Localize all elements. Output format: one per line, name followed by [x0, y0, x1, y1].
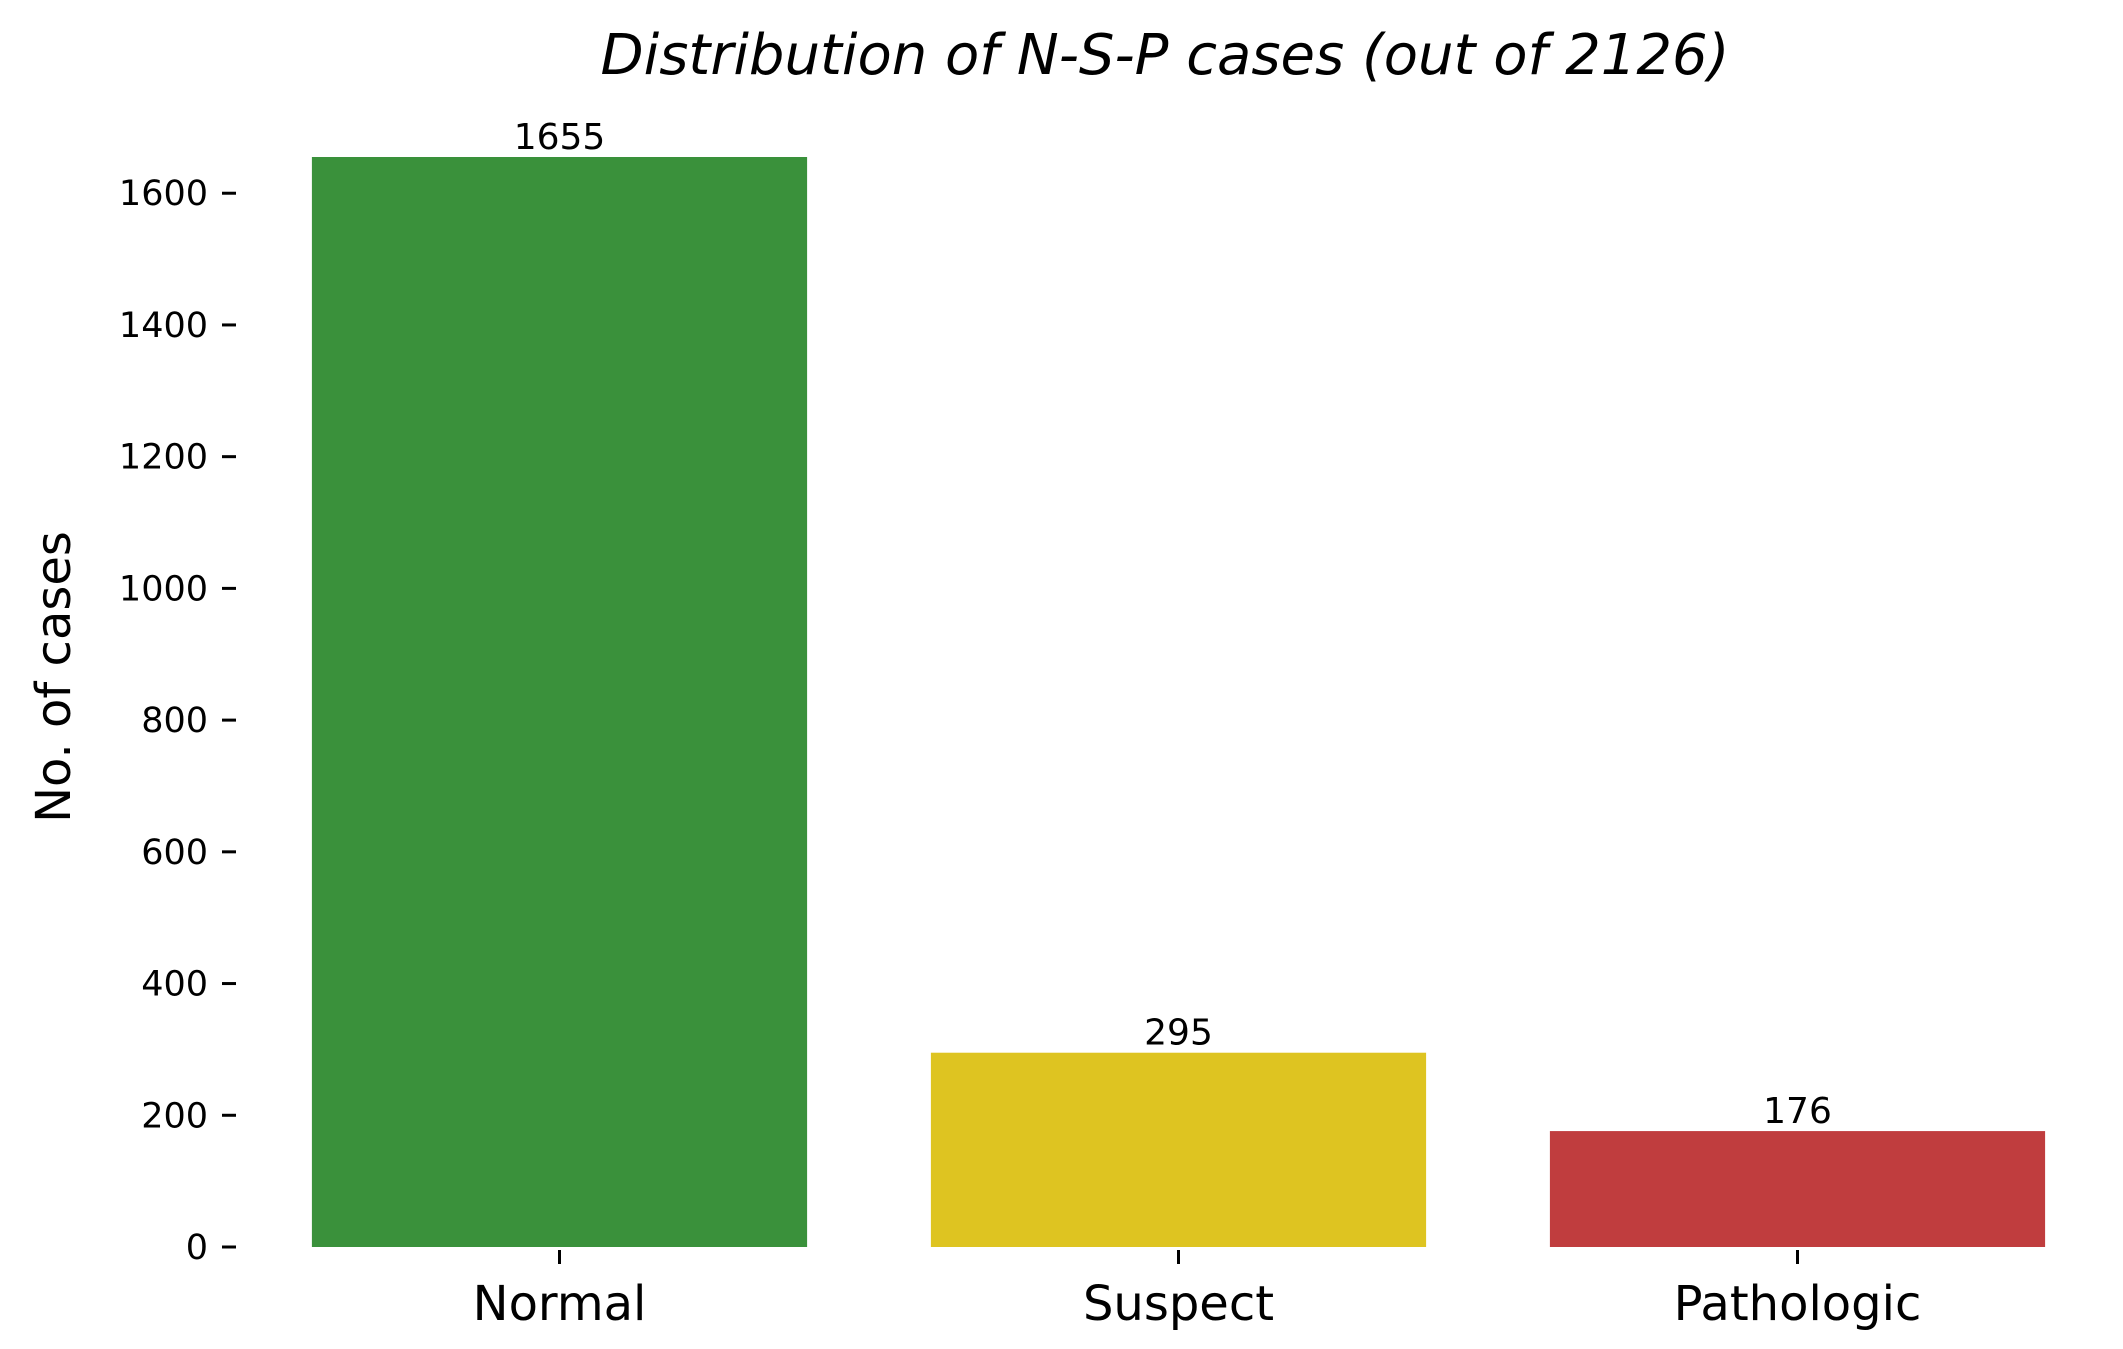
y-tick-label: 0 [186, 1228, 208, 1268]
y-tick-label: 1200 [119, 438, 208, 478]
y-axis-label: No. of cases [26, 531, 82, 823]
y-tick-label: 1600 [119, 174, 208, 214]
y-tick-label: 400 [141, 965, 208, 1005]
bar-value-label: 295 [1144, 1013, 1213, 1054]
chart-title: Distribution of N-S-P cases (out of 2126… [601, 23, 1730, 88]
bar-value-label: 1655 [514, 117, 606, 158]
y-tick-label: 600 [141, 833, 208, 873]
x-tick-label: Suspect [1083, 1276, 1274, 1332]
bar-value-label: 176 [1763, 1091, 1832, 1132]
bar-normal [311, 157, 808, 1247]
x-tick-label: Pathologic [1674, 1276, 1922, 1332]
bars-group [311, 157, 2046, 1247]
value-labels-group: 1655 295 176 [514, 117, 1832, 1132]
y-tick-label: 1000 [119, 569, 208, 609]
bar-suspect [930, 1052, 1427, 1247]
x-axis: Normal Suspect Pathologic [473, 1250, 1922, 1332]
y-tick-label: 200 [141, 1096, 208, 1136]
bar-pathologic [1549, 1131, 2046, 1247]
y-axis: 0 200 400 600 800 1000 1200 1400 1600 [119, 174, 236, 1268]
x-tick-label: Normal [473, 1276, 647, 1332]
y-tick-label: 800 [141, 701, 208, 741]
y-tick-label: 1400 [119, 306, 208, 346]
